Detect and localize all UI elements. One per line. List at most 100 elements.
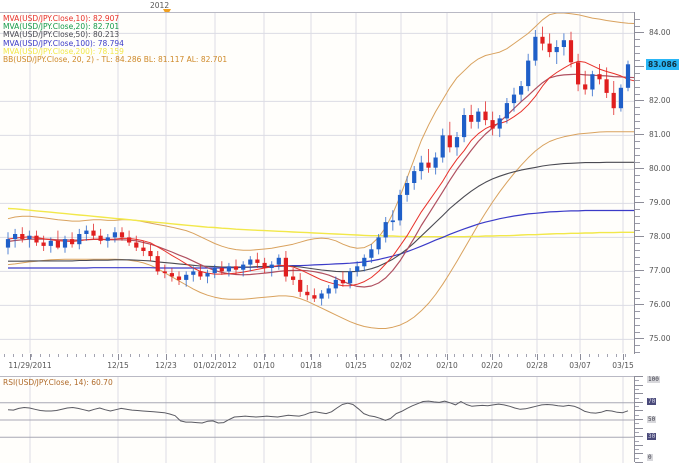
date-axis-minor-tick [22,354,23,357]
price-axis-tick [635,304,644,306]
date-axis-minor-tick [571,354,572,357]
rsi-axis-tick [635,427,643,429]
date-axis[interactable]: 11/29/2011 12/15 12/23 01/02/2012 01/10 01/18… [0,354,634,376]
date-axis-label: 12/23 [155,361,177,370]
legend-item-4: MVA(USD/JPY.Close,200): 78.159 [3,46,124,56]
date-axis-minor-tick [454,354,455,357]
date-axis-minor-tick [247,354,248,357]
price-axis-tick [635,52,640,54]
price-axis-tick [635,168,644,170]
rsi-axis[interactable]: 100 70 50 30 0 [634,376,680,463]
price-axis-tick [635,66,644,68]
date-axis-minor-tick [319,354,320,357]
price-axis-tick [635,222,640,224]
date-axis-minor-tick [463,354,464,357]
date-axis-minor-tick [130,354,131,357]
date-axis-tick [215,354,216,360]
date-axis-minor-tick [373,354,374,357]
date-axis-minor-tick [94,354,95,357]
date-axis-minor-tick [409,354,410,357]
date-axis-minor-tick [472,354,473,357]
price-axis-tick [635,284,640,285]
price-axis-tick [635,216,640,217]
price-axis-tick [635,25,640,27]
date-axis-minor-tick [364,354,365,357]
rsi-axis-label: 0 [647,454,653,461]
date-axis-label: 03/07 [569,361,591,370]
price-axis-tick [635,59,640,61]
date-axis-minor-tick [49,354,50,357]
price-axis-tick [635,290,640,292]
date-axis-minor-tick [562,354,563,357]
date-axis-label: 01/25 [345,361,367,370]
rsi-pane[interactable]: RSI(USD/JPY.Close, 14): 60.70 [0,376,634,463]
date-axis-minor-tick [292,354,293,357]
year-marker-band: 2012 [0,0,680,16]
date-axis-tick [492,354,493,360]
date-axis-minor-tick [553,354,554,357]
rsi-axis-tick [635,431,639,433]
rsi-axis-tick [635,384,643,386]
date-axis-minor-tick [175,354,176,357]
price-axis[interactable]: 84.00 82.00 81.00 80.00 79.00 78.00 77.00 76.00… [634,12,680,354]
date-axis-minor-tick [229,354,230,357]
date-axis-minor-tick [346,354,347,357]
date-axis-minor-tick [85,354,86,357]
date-axis-label: 03/15 [612,361,634,370]
date-axis-minor-tick [544,354,545,357]
date-axis-minor-tick [598,354,599,357]
legend-item-3: MVA(USD/JPY.Close,100): 78.794 [3,38,124,48]
rsi-axis-tick [635,419,643,420]
rsi-axis-tick [635,453,643,455]
date-axis-minor-tick [220,354,221,357]
date-axis-tick [356,354,357,360]
price-axis-tick [635,161,640,163]
price-axis-tick [635,107,640,109]
date-axis-tick [537,354,538,360]
date-axis-minor-tick [67,354,68,357]
date-axis-label: 01/18 [300,361,322,370]
date-axis-minor-tick [157,354,158,357]
price-axis-tick [635,297,640,299]
date-axis-minor-tick [103,354,104,357]
date-axis-tick [623,354,624,360]
price-axis-tick [635,73,640,75]
date-axis-minor-tick [490,354,491,357]
price-axis-label: 79.00 [649,197,671,207]
date-axis-minor-tick [625,354,626,357]
price-chart-pane[interactable]: MVA(USD/JPY.Close,10): 82.907 MVA(USD/JPY… [0,12,634,356]
date-axis-label: 01/10 [253,361,275,370]
date-axis-minor-tick [283,354,284,357]
date-axis-tick [166,354,167,360]
date-axis-label: 11/29/2011 [8,361,52,370]
date-axis-minor-tick [310,354,311,357]
date-axis-tick [580,354,581,360]
price-axis-label: 80.00 [649,163,671,173]
date-axis-tick [447,354,448,360]
price-axis-tick [635,18,640,20]
price-axis-label: 76.00 [649,299,671,309]
date-axis-minor-tick [481,354,482,357]
rsi-axis-label: 100 [647,376,660,383]
price-axis-tick [635,93,640,95]
date-axis-minor-tick [589,354,590,357]
date-axis-minor-tick [499,354,500,357]
price-axis-tick [635,324,640,326]
year-label: 2012 [150,1,170,10]
price-axis-tick [635,277,640,279]
date-axis-minor-tick [508,354,509,357]
price-axis-tick [635,141,640,143]
price-axis-tick [635,188,640,190]
price-axis-label: 84.00 [649,27,671,37]
date-axis-minor-tick [382,354,383,357]
date-axis-minor-tick [526,354,527,357]
current-price-tag: 83.086 [646,58,679,70]
price-axis-tick [635,250,640,251]
price-axis-tick [635,175,640,177]
price-axis-tick [635,311,640,313]
date-axis-minor-tick [274,354,275,357]
legend-item-1: MVA(USD/JPY.Close,20): 82.701 [3,22,120,32]
date-axis-minor-tick [445,354,446,357]
date-axis-minor-tick [427,354,428,357]
